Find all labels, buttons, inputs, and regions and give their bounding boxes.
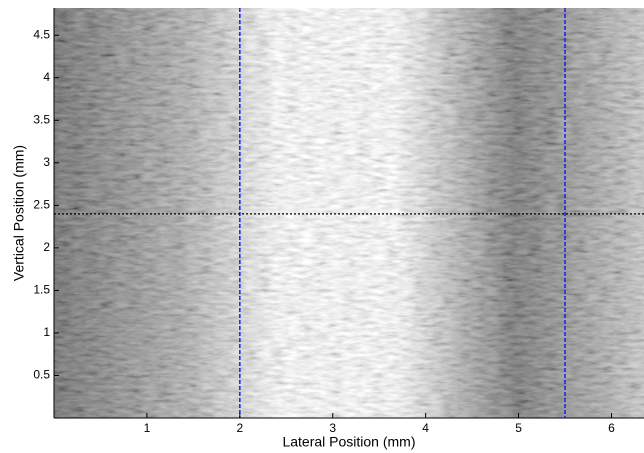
x-tick-label: 6 — [608, 421, 615, 435]
y-axis-label: Vertical Position (mm) — [11, 145, 27, 281]
y-tick-label: 1.5 — [33, 283, 50, 297]
x-axis-label: Lateral Position (mm) — [282, 434, 415, 450]
y-tick-label: 4 — [43, 70, 50, 84]
y-tick-label: 3 — [43, 155, 50, 169]
y-tick-label: 0.5 — [33, 368, 50, 382]
x-tick-label: 4 — [422, 421, 429, 435]
y-tick-label: 2.5 — [33, 198, 50, 212]
x-tick-label: 1 — [144, 421, 151, 435]
y-tick-label: 2 — [43, 240, 50, 254]
y-tick-label: 4.5 — [33, 27, 50, 41]
x-tick-label: 2 — [236, 421, 243, 435]
y-tick-label: 3.5 — [33, 112, 50, 126]
intensity-shading — [54, 8, 644, 418]
image — [54, 8, 644, 418]
y-tick-label: 1 — [43, 325, 50, 339]
x-tick-label: 5 — [515, 421, 522, 435]
x-tick-label: 3 — [329, 421, 336, 435]
